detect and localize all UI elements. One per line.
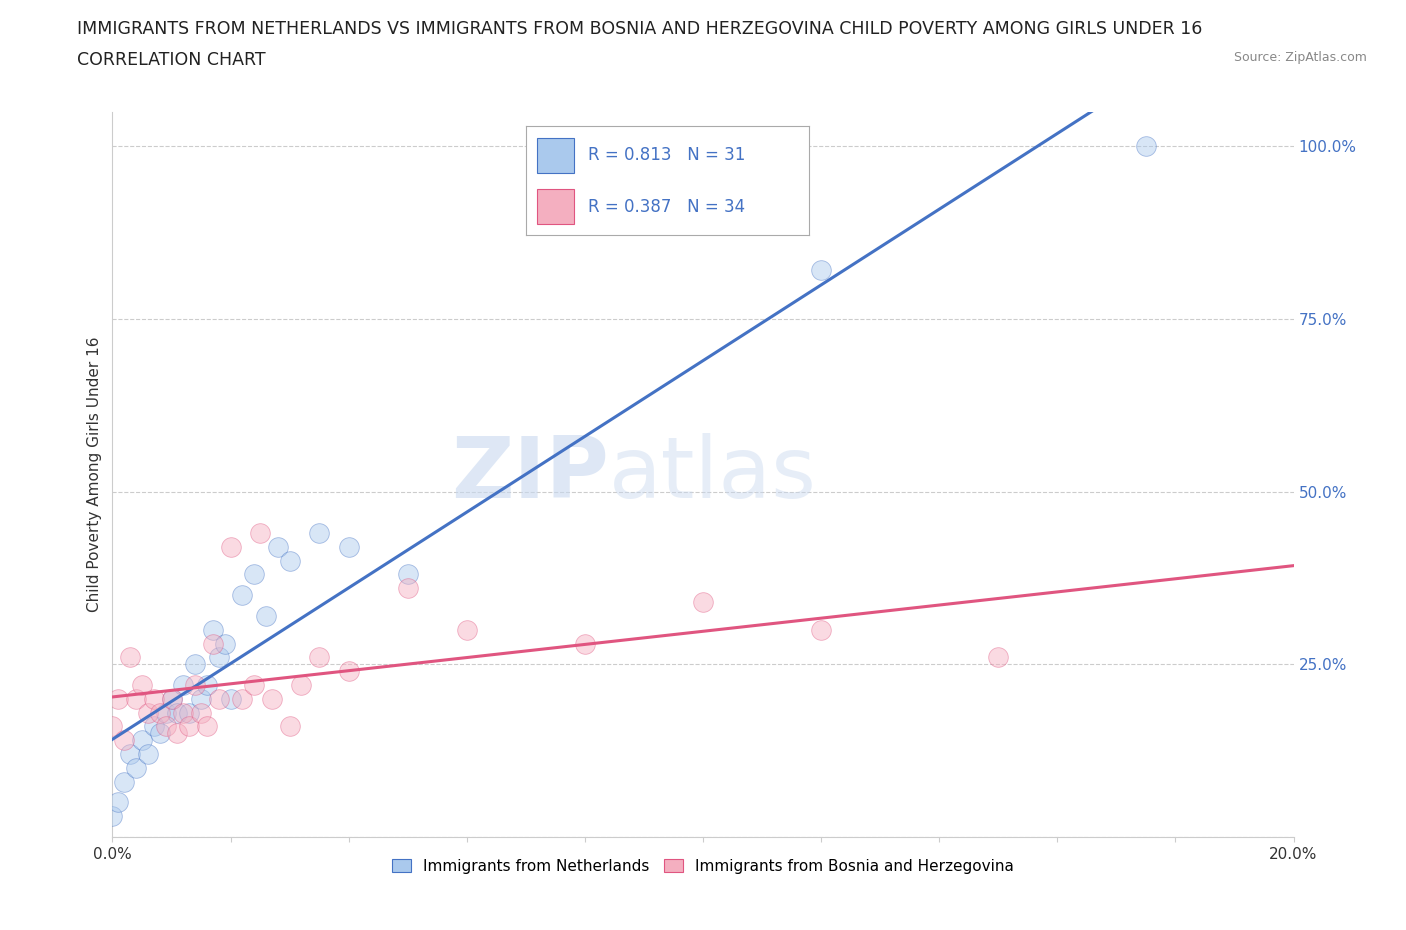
Text: IMMIGRANTS FROM NETHERLANDS VS IMMIGRANTS FROM BOSNIA AND HERZEGOVINA CHILD POVE: IMMIGRANTS FROM NETHERLANDS VS IMMIGRANT… xyxy=(77,20,1202,38)
Point xyxy=(308,650,330,665)
Point xyxy=(267,539,290,554)
Point xyxy=(219,539,242,554)
Point xyxy=(208,691,231,706)
Point xyxy=(112,775,135,790)
Point xyxy=(142,719,165,734)
Point xyxy=(131,733,153,748)
Point xyxy=(214,636,236,651)
Point xyxy=(290,678,312,693)
Point xyxy=(260,691,283,706)
Point xyxy=(243,678,266,693)
Point xyxy=(208,650,231,665)
Point xyxy=(160,691,183,706)
Point xyxy=(172,678,194,693)
Point xyxy=(219,691,242,706)
Point xyxy=(278,553,301,568)
Point xyxy=(249,525,271,540)
Point xyxy=(201,636,224,651)
Point xyxy=(456,622,478,637)
Point xyxy=(107,691,129,706)
Point xyxy=(131,678,153,693)
Text: atlas: atlas xyxy=(609,432,817,516)
Point xyxy=(195,678,218,693)
Point xyxy=(195,719,218,734)
Point xyxy=(184,657,207,671)
Point xyxy=(396,567,419,582)
Point xyxy=(172,705,194,720)
Point xyxy=(254,608,277,623)
Point xyxy=(184,678,207,693)
Point xyxy=(987,650,1010,665)
Point xyxy=(231,588,253,603)
Point xyxy=(112,733,135,748)
Point xyxy=(136,747,159,762)
Point xyxy=(160,691,183,706)
Point xyxy=(201,622,224,637)
Point xyxy=(166,726,188,741)
Y-axis label: Child Poverty Among Girls Under 16: Child Poverty Among Girls Under 16 xyxy=(87,337,103,612)
Point xyxy=(810,622,832,637)
Point xyxy=(120,650,142,665)
Point xyxy=(308,525,330,540)
Point xyxy=(810,263,832,278)
Point xyxy=(190,705,212,720)
Point xyxy=(125,691,148,706)
Point xyxy=(101,719,124,734)
Point xyxy=(136,705,159,720)
Point xyxy=(190,691,212,706)
Point xyxy=(149,726,172,741)
Point xyxy=(107,795,129,810)
Point xyxy=(337,664,360,679)
Point xyxy=(243,567,266,582)
Point xyxy=(337,539,360,554)
Text: CORRELATION CHART: CORRELATION CHART xyxy=(77,51,266,69)
Point xyxy=(166,705,188,720)
Point xyxy=(231,691,253,706)
Text: ZIP: ZIP xyxy=(451,432,609,516)
Point xyxy=(179,705,201,720)
Text: Source: ZipAtlas.com: Source: ZipAtlas.com xyxy=(1233,51,1367,64)
Point xyxy=(125,761,148,776)
Point xyxy=(1135,139,1157,153)
Point xyxy=(278,719,301,734)
Point xyxy=(149,705,172,720)
Point xyxy=(574,636,596,651)
Point xyxy=(155,705,177,720)
Point xyxy=(155,719,177,734)
Point xyxy=(692,594,714,609)
Point xyxy=(179,719,201,734)
Point xyxy=(101,809,124,824)
Point xyxy=(142,691,165,706)
Point xyxy=(396,581,419,596)
Legend: Immigrants from Netherlands, Immigrants from Bosnia and Herzegovina: Immigrants from Netherlands, Immigrants … xyxy=(387,853,1019,880)
Point xyxy=(120,747,142,762)
